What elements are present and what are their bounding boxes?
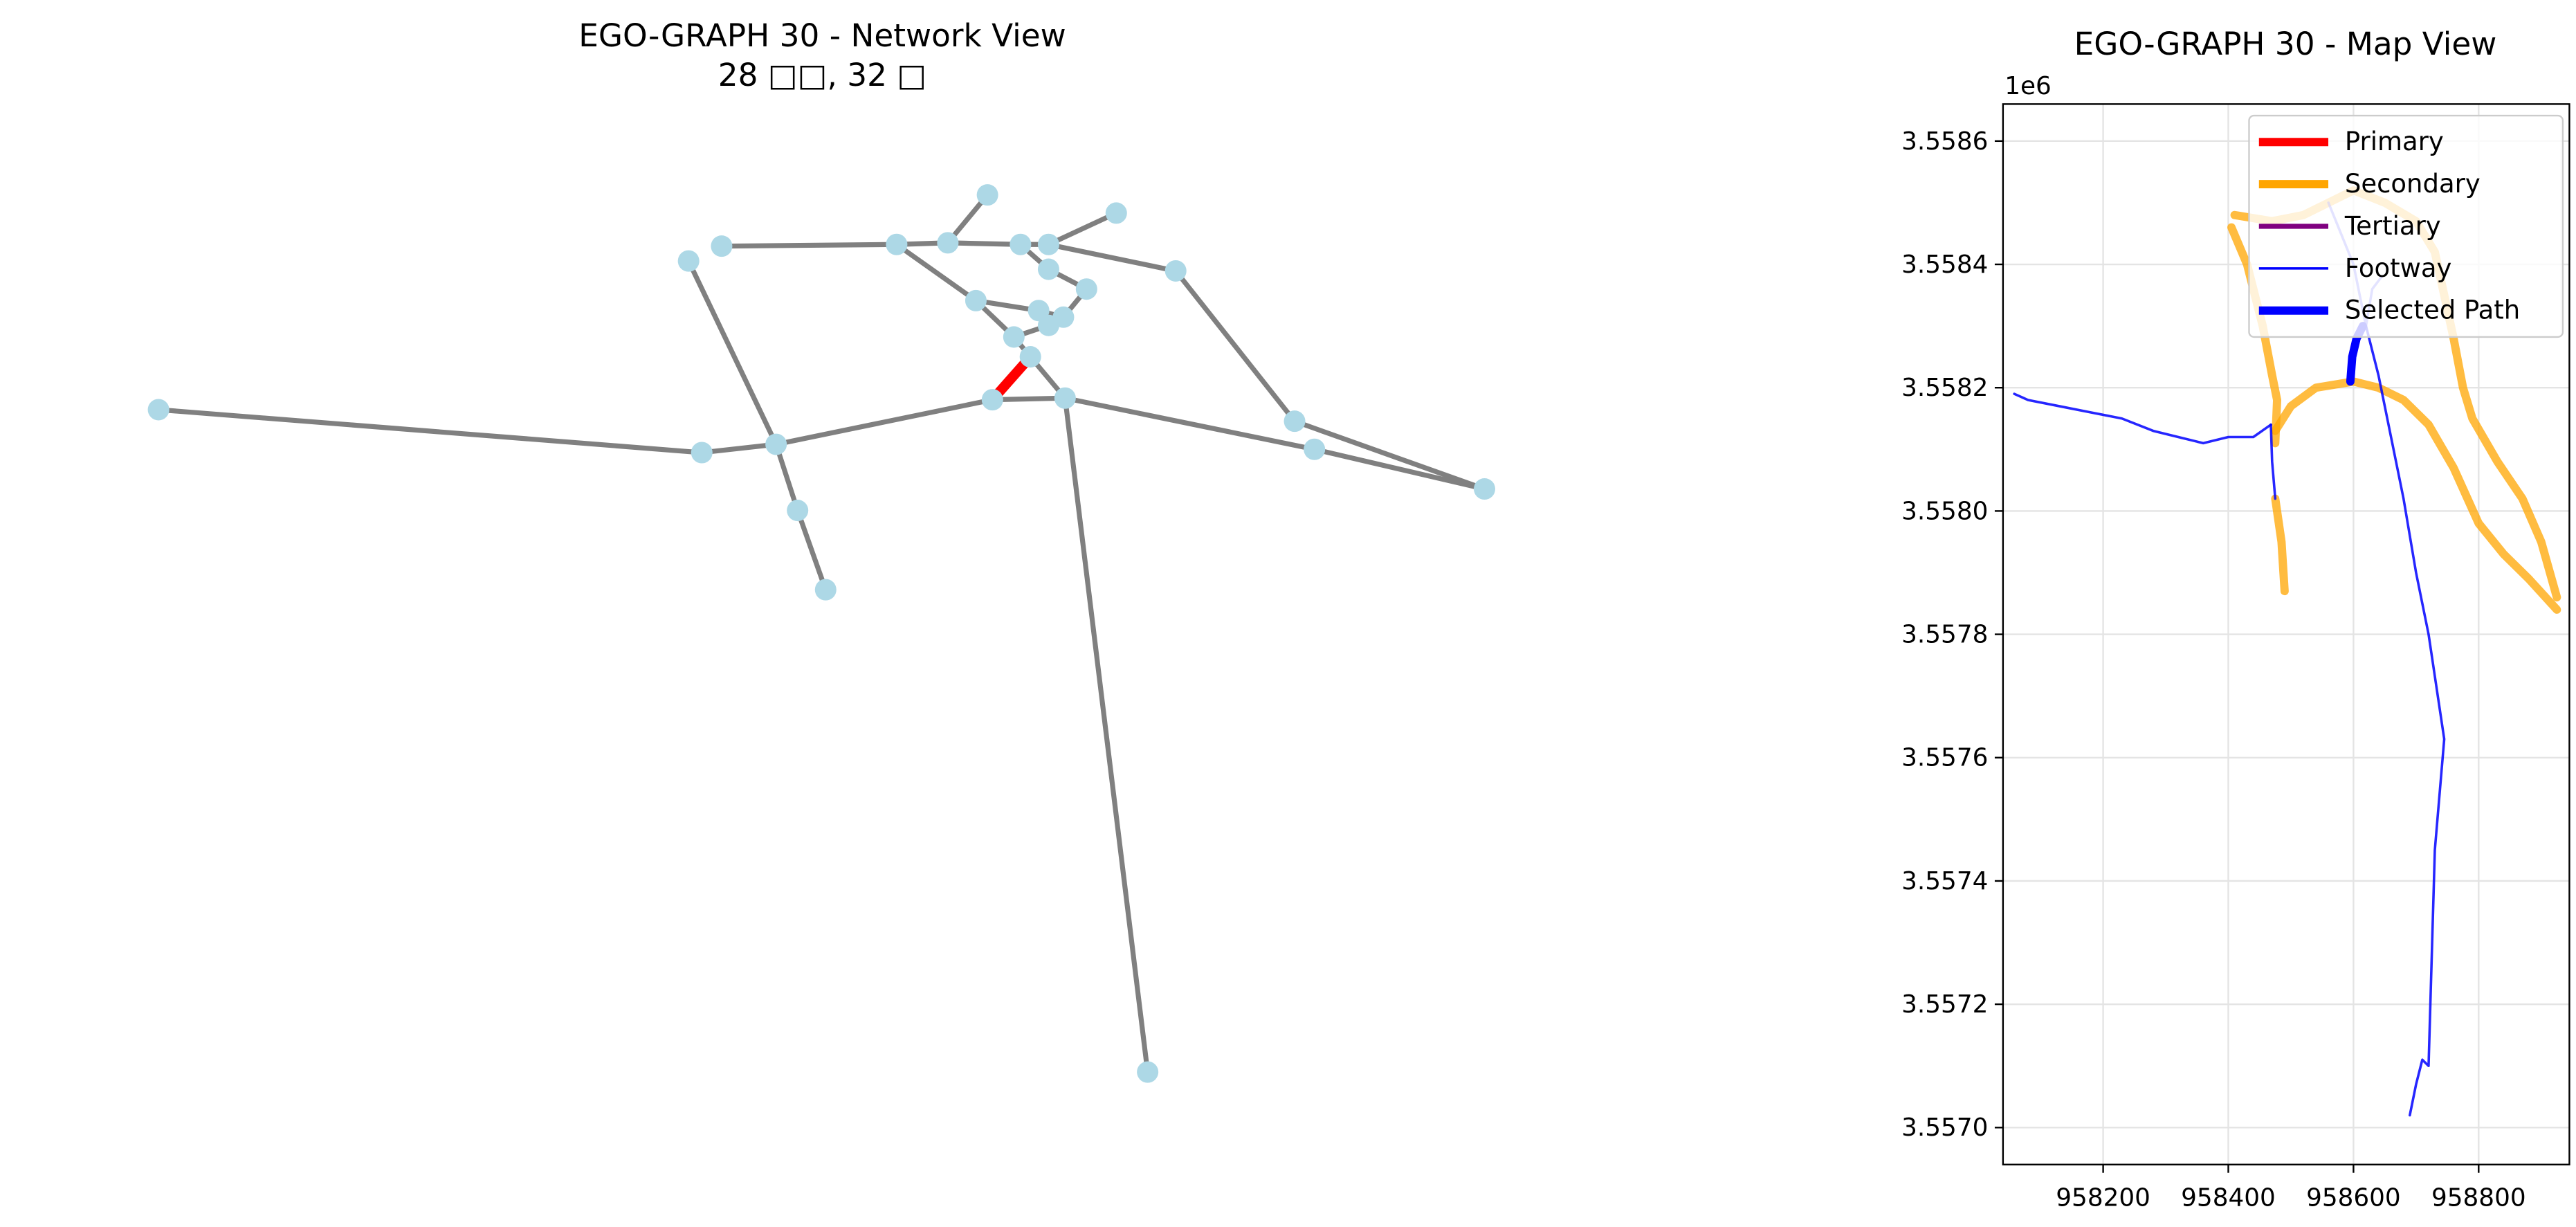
legend-box [2248, 114, 2564, 338]
network-edge [945, 240, 1023, 247]
network-node [814, 579, 837, 601]
network-node [1037, 314, 1059, 336]
network-node [711, 235, 733, 257]
network-node [1473, 478, 1496, 500]
map-series-secondary [2227, 223, 2282, 448]
network-title-line1: EGO-GRAPH 30 - Network View [578, 17, 1066, 54]
network-node [147, 399, 170, 421]
network-node [1137, 1061, 1159, 1083]
legend-label-selected-path: Selected Path [2345, 296, 2520, 325]
network-node [937, 232, 959, 254]
map-y-axis: 3.5570 3.5572 3.5574 3.5576 3.5578 3.5580 3.55… [1901, 127, 2003, 1142]
network-node [765, 433, 787, 455]
network-panel: EGO-GRAPH 30 - Network View 28 □□, 32 □ [147, 17, 1496, 1083]
legend-items: Primary Secondary Tertiary Footway Selected … [2258, 127, 2520, 325]
map-x-tick-label: 958200 [2056, 1183, 2150, 1212]
legend-label-tertiary: Tertiary [2344, 211, 2441, 241]
network-nodes [147, 184, 1496, 1083]
map-legend: Primary Secondary Tertiary Footway Selected … [2248, 114, 2564, 338]
map-y-tick-label: 3.5570 [1901, 1114, 1988, 1142]
map-offset-text: 1e6 [2004, 72, 2052, 100]
map-x-axis: 958200 958400 958600 958800 [2056, 1164, 2526, 1212]
network-title-line2: 28 □□, 32 □ [718, 57, 926, 93]
network-node [886, 233, 908, 255]
legend-label-footway: Footway [2345, 253, 2452, 283]
network-node [965, 289, 987, 311]
map-x-tick-label: 958800 [2431, 1183, 2526, 1212]
network-node [691, 442, 713, 464]
map-title: EGO-GRAPH 30 - Map View [2074, 26, 2497, 62]
network-node [1284, 410, 1306, 433]
network-edge [156, 407, 704, 455]
map-x-tick-label: 958600 [2306, 1183, 2401, 1212]
network-edge [1062, 395, 1317, 452]
network-node [1164, 260, 1187, 282]
network-node [976, 184, 998, 206]
network-edge [686, 258, 779, 447]
network-edge [719, 242, 899, 249]
map-y-tick-label: 3.5582 [1901, 374, 1988, 402]
network-edge [699, 442, 779, 455]
network-node [1037, 258, 1059, 280]
network-edge [1173, 268, 1297, 424]
map-y-tick-label: 3.5576 [1901, 744, 1988, 772]
network-edges [156, 192, 1488, 1075]
map-panel: EGO-GRAPH 30 - Map View 1e6 958200 958400… [1901, 26, 2570, 1212]
network-node [1075, 278, 1097, 300]
network-edge [795, 507, 828, 592]
network-node [1010, 233, 1032, 255]
map-y-tick-label: 3.5572 [1901, 990, 1988, 1019]
network-node [1304, 438, 1326, 460]
map-series-secondary [2271, 494, 2289, 596]
map-y-tick-label: 3.5574 [1901, 867, 1988, 896]
map-series-footway [2269, 423, 2277, 500]
map-series-footway [2013, 392, 2272, 445]
network-edge [774, 442, 801, 513]
network-edge [989, 395, 1068, 403]
map-x-tick-label: 958400 [2181, 1183, 2276, 1212]
network-node [677, 250, 700, 272]
network-edge [1292, 419, 1488, 492]
network-edge [1312, 446, 1488, 492]
map-series-secondary [2271, 377, 2561, 614]
network-edge [1062, 395, 1151, 1075]
network-node [981, 389, 1003, 411]
map-series-footway [2364, 325, 2446, 1117]
network-node [787, 500, 809, 522]
map-y-tick-label: 3.5584 [1901, 251, 1988, 279]
network-node [1105, 202, 1127, 224]
network-edge [894, 242, 979, 303]
network-node [1019, 346, 1041, 368]
network-edge [774, 397, 995, 447]
network-node [1054, 387, 1076, 409]
legend-label-secondary: Secondary [2345, 169, 2481, 199]
network-edge [1045, 242, 1178, 274]
map-y-tick-label: 3.5586 [1901, 127, 1988, 156]
network-node [1003, 326, 1025, 348]
network-edge [1045, 210, 1119, 247]
map-y-tick-label: 3.5578 [1901, 621, 1988, 649]
map-y-tick-label: 3.5580 [1901, 497, 1988, 525]
legend-label-primary: Primary [2345, 127, 2444, 156]
network-node [1037, 233, 1059, 255]
